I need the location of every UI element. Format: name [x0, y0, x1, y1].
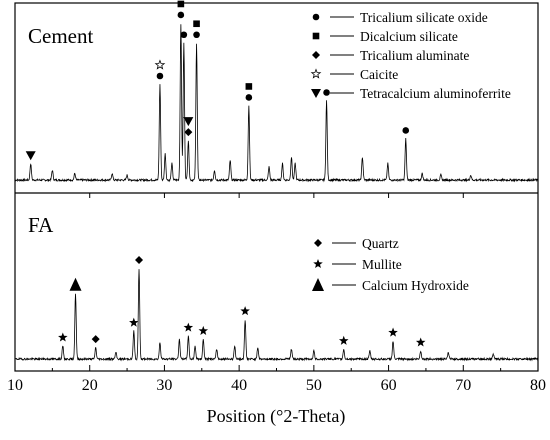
x-tick-label-4: 50 [306, 377, 322, 394]
peak-marker-1-4-star [129, 317, 139, 327]
peak-marker-0-9-circle [180, 31, 188, 39]
peak-marker-0-0-triangle-down [25, 151, 36, 161]
x-tick-label-6: 70 [455, 377, 471, 394]
peak-marker-0-11-circle [193, 31, 200, 39]
legend-label-0-3: Caicite [360, 67, 398, 82]
peak-marker-1-13-star [240, 306, 250, 316]
legend-marker-0-1 [312, 32, 320, 40]
peak-marker-0-8-circle [177, 11, 185, 19]
legend-label-1-1: Mullite [362, 257, 402, 272]
peak-marker-1-17-star [338, 335, 349, 345]
legend-marker-1-1 [313, 259, 323, 269]
peak-marker-1-19-star [388, 327, 398, 337]
legend-fa: Quartz Mullite Calcium Hydroxide [312, 236, 469, 293]
peak-marker-0-5-circle [156, 72, 164, 80]
legend-marker-0-2 [312, 51, 320, 59]
peak-marker-1-20-star [415, 337, 426, 347]
peak-marker-1-0-star [58, 332, 68, 342]
peak-marker-0-10-diamond [184, 128, 193, 137]
panel-title-cement: Cement [28, 24, 93, 48]
cement-xrd-trace [14, 24, 539, 183]
peak-marker-1-5-diamond [135, 255, 144, 264]
peak-marker-0-14-circle [245, 94, 253, 101]
x-tick-label-2: 30 [156, 377, 172, 394]
peak-markers [25, 0, 426, 347]
legend-label-1-0: Quartz [362, 236, 399, 251]
peak-marker-0-14-square [245, 83, 253, 90]
legend-marker-0-4 [311, 89, 321, 98]
x-axis: 10 20 30 40 50 60 70 80 [7, 193, 546, 394]
peak-marker-0-19-circle [323, 89, 330, 96]
x-tick-label-0: 10 [7, 377, 23, 394]
x-tick-label-7: 80 [530, 377, 546, 394]
peak-marker-0-5-star-open [154, 59, 166, 70]
legend-marker-0-3 [310, 68, 322, 79]
peak-marker-0-8-square [177, 0, 185, 8]
peak-marker-0-11-square [193, 20, 200, 28]
legend-marker-1-2 [312, 278, 324, 291]
legend-label-0-1: Dicalcium silicate [360, 29, 458, 44]
legend-label-0-4: Tetracalcium aluminoferrite [360, 86, 511, 101]
peak-marker-1-10-star [198, 325, 209, 335]
legend-label-0-2: Tricalium aluminate [360, 48, 469, 63]
panel-title-fa: FA [28, 213, 54, 237]
fa-xrd-trace [14, 269, 539, 362]
legend-label-0-0: Tricalium silicate oxide [360, 10, 488, 25]
peak-marker-1-2-diamond [91, 335, 100, 344]
legend-cement: Tricalium silicate oxide Dicalcium silica… [310, 10, 511, 101]
legend-label-1-2: Calcium Hydroxide [362, 278, 469, 293]
x-axis-title: Position (°2-Theta) [207, 406, 346, 427]
peak-marker-0-22-circle [402, 127, 410, 134]
legend-marker-0-0 [312, 13, 320, 21]
peak-marker-0-10-triangle-down [183, 117, 194, 127]
legend-marker-1-0 [314, 239, 322, 247]
peak-marker-1-8-star [183, 322, 194, 332]
peak-marker-1-1-triangle-up [69, 277, 82, 291]
x-tick-label-1: 20 [82, 377, 98, 394]
x-tick-label-3: 40 [231, 377, 247, 394]
x-tick-label-5: 60 [381, 377, 397, 394]
